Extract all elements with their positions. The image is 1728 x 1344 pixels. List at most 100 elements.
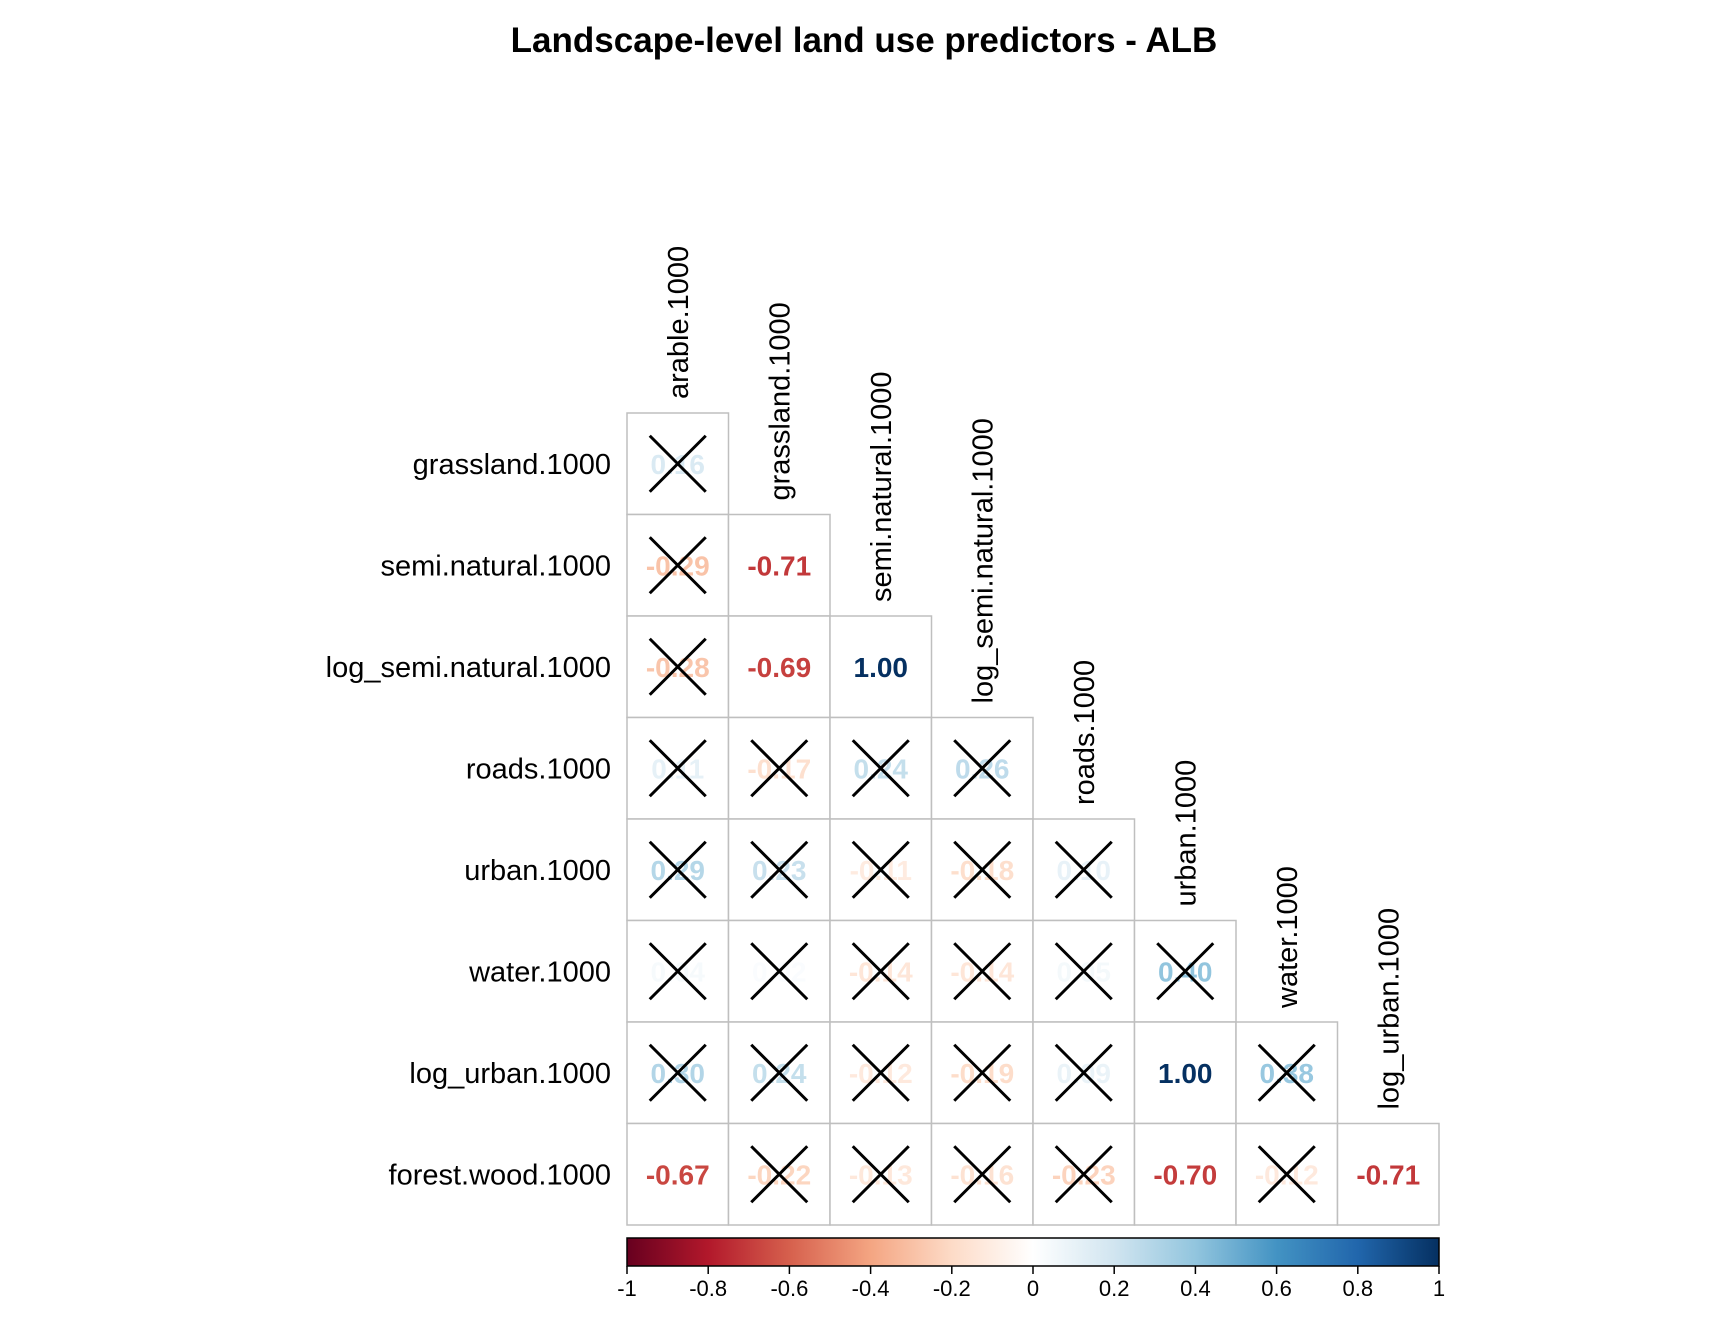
cell-value-label: 1.00 (1158, 1058, 1213, 1089)
insignificant-cross-mark (648, 637, 707, 696)
matrix-cell: -0.16 (930, 1122, 1034, 1226)
cell-border (930, 818, 1034, 922)
matrix-cell: 0.24 (829, 716, 933, 820)
insignificant-cross-mark (851, 942, 910, 1001)
matrix-cells: 0.16-0.29 -0.71-0.28 -0.69 1.000.11 -0.17 0.2… (626, 412, 1440, 1226)
column-label: log_urban.1000 (1373, 908, 1405, 1110)
matrix-cell: -0.13 (829, 1122, 933, 1226)
insignificant-cross-mark (750, 1043, 809, 1102)
cell-value-label: -0.71 (747, 550, 811, 581)
column-label: grassland.1000 (764, 302, 796, 500)
row-labels: grassland.1000 semi.natural.1000 log_semi.… (326, 449, 611, 1192)
cell-border (626, 1122, 730, 1226)
row-label: grassland.1000 (413, 449, 611, 481)
colorbar-tick-label: 0.2 (1099, 1276, 1130, 1301)
insignificant-cross-mark (851, 1043, 910, 1102)
cell-value-label: -0.71 (1356, 1159, 1420, 1190)
matrix-cell: -0.28 (626, 615, 730, 719)
insignificant-cross-mark (648, 434, 707, 493)
insignificant-cross-mark (750, 739, 809, 798)
column-label: urban.1000 (1170, 760, 1202, 907)
matrix-cell: 0.16 (626, 412, 730, 516)
matrix-cell: -0.19 (930, 1021, 1034, 1125)
color-legend: -1 -0.8 -0.6 -0.4 -0.2 0 0.2 0.4 0.6 0.8 1 (617, 1237, 1445, 1301)
insignificant-cross-mark (953, 739, 1012, 798)
insignificant-cross-mark (648, 840, 707, 899)
insignificant-cross-mark (750, 942, 809, 1001)
insignificant-cross-mark (1054, 840, 1113, 899)
matrix-cell: 1.00 (829, 615, 933, 719)
colorbar-tick-label: -0.8 (689, 1276, 727, 1301)
insignificant-cross-mark (953, 1145, 1012, 1204)
cell-border (930, 716, 1034, 820)
row-label: semi.natural.1000 (380, 550, 611, 582)
matrix-cell: -0.23 (1032, 1122, 1136, 1226)
matrix-cell: 0.10 (1032, 818, 1136, 922)
cell-border (1336, 1122, 1440, 1226)
insignificant-cross-mark (1054, 1145, 1113, 1204)
cell-border (1133, 1021, 1237, 1125)
row-label: roads.1000 (466, 753, 611, 785)
matrix-cell: 0.09 (1032, 1021, 1136, 1125)
cell-value-label: -0.69 (747, 652, 811, 683)
matrix-cell: 0.26 (930, 716, 1034, 820)
colorbar-tick-label: 0.4 (1180, 1276, 1211, 1301)
cell-value-label: -0.70 (1153, 1159, 1217, 1190)
insignificant-cross-mark (851, 840, 910, 899)
row-label: urban.1000 (464, 855, 611, 887)
insignificant-cross-mark (648, 1043, 707, 1102)
colorbar-tick-label: 0 (1027, 1276, 1039, 1301)
insignificant-cross-mark (953, 1043, 1012, 1102)
matrix-cell: -0.22 (727, 1122, 831, 1226)
insignificant-cross-mark (648, 942, 707, 1001)
matrix-cell: 1.00 (1133, 1021, 1237, 1125)
insignificant-cross-mark (1054, 1043, 1113, 1102)
matrix-cell: 0.02 (727, 919, 831, 1023)
insignificant-cross-mark (750, 840, 809, 899)
colorbar-tick-label: -0.2 (933, 1276, 971, 1301)
matrix-cell: 0.11 (626, 716, 730, 820)
colorbar-tick-label: -0.6 (770, 1276, 808, 1301)
insignificant-cross-mark (953, 942, 1012, 1001)
insignificant-cross-mark (1054, 942, 1113, 1001)
matrix-cell: 0.29 (626, 818, 730, 922)
matrix-cell: -0.12 (829, 1021, 933, 1125)
cell-value-label: -0.67 (646, 1159, 710, 1190)
matrix-cell: -0.12 (1235, 1122, 1339, 1226)
column-label: roads.1000 (1069, 660, 1101, 805)
colorbar-tick-label: -0.4 (852, 1276, 890, 1301)
insignificant-cross-mark (851, 1145, 910, 1204)
insignificant-cross-mark (750, 1145, 809, 1204)
matrix-cell: -0.11 (829, 818, 933, 922)
chart-title: Landscape-level land use predictors - AL… (511, 21, 1218, 60)
column-label: arable.1000 (663, 246, 695, 399)
matrix-cell: 0.40 (1133, 919, 1237, 1023)
colorbar-tick-label: -1 (617, 1276, 637, 1301)
matrix-cell: 0.30 (626, 1021, 730, 1125)
column-label: water.1000 (1272, 866, 1304, 1009)
insignificant-cross-mark (1257, 1145, 1316, 1204)
row-label: forest.wood.1000 (389, 1159, 611, 1191)
colorbar-gradient (626, 1237, 1440, 1267)
matrix-cell: -0.29 (626, 513, 730, 617)
insignificant-cross-mark (953, 840, 1012, 899)
matrix-cell: -0.69 (727, 615, 831, 719)
matrix-cell: -0.70 (1133, 1122, 1237, 1226)
insignificant-cross-mark (851, 739, 910, 798)
matrix-cell: -0.18 (930, 818, 1034, 922)
matrix-cell: -0.14 (829, 919, 933, 1023)
row-label: log_semi.natural.1000 (326, 652, 611, 684)
column-labels: arable.1000 grassland.1000 semi.natural.10… (663, 246, 1406, 1110)
cell-value-label: 1.00 (854, 652, 909, 683)
insignificant-cross-mark (1257, 1043, 1316, 1102)
row-label: log_urban.1000 (409, 1058, 611, 1090)
column-label: semi.natural.1000 (866, 371, 898, 602)
matrix-cell: 0.23 (727, 818, 831, 922)
insignificant-cross-mark (1156, 942, 1215, 1001)
matrix-cell: -0.71 (1336, 1122, 1440, 1226)
matrix-cell: -0.17 (727, 716, 831, 820)
matrix-cell: -0.71 (727, 513, 831, 617)
matrix-cell: 0.24 (727, 1021, 831, 1125)
cell-border (1133, 1122, 1237, 1226)
